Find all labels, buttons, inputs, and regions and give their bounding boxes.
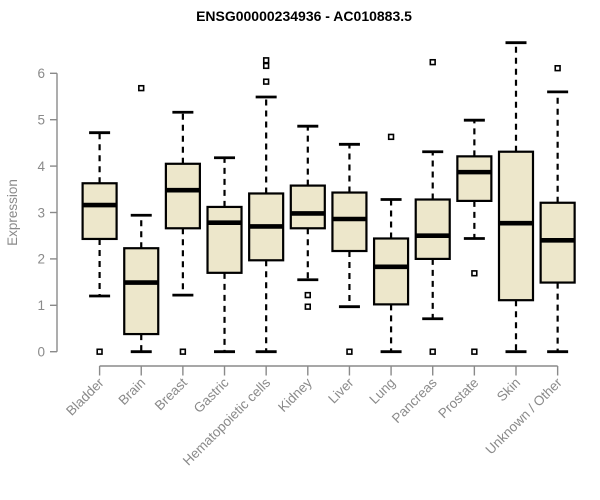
outlier-point: [304, 291, 311, 299]
box-rect: [372, 237, 410, 306]
x-tick-label: Unknown / Other: [483, 375, 566, 458]
outlier-point: [471, 348, 478, 355]
boxplot-breast: [164, 110, 201, 355]
box-rect: [456, 155, 493, 203]
y-tick-label: 2: [37, 252, 45, 267]
outlier-point: [554, 64, 561, 72]
box-rect: [331, 191, 368, 253]
boxplot-skin: [497, 41, 535, 354]
outlier-point: [96, 348, 103, 355]
y-axis-label: Expression: [5, 179, 20, 246]
boxplot-bladder: [81, 131, 118, 355]
box-rect: [164, 162, 201, 230]
y-tick-label: 6: [37, 66, 45, 81]
outlier-point: [471, 270, 478, 277]
x-tick-label: Bladder: [63, 375, 107, 419]
box-rect: [497, 150, 535, 302]
x-tick-label: Pancreas: [389, 375, 440, 426]
y-tick-label: 0: [37, 345, 45, 360]
boxplot-kidney: [289, 124, 326, 310]
box-rect: [539, 201, 576, 284]
x-tick-label: Prostate: [435, 375, 481, 421]
boxplot-hematopoietic-cells: [248, 57, 285, 354]
box-rect: [123, 247, 160, 336]
outlier-point: [429, 58, 436, 66]
outlier-point: [262, 78, 270, 85]
y-tick-label: 1: [37, 298, 45, 313]
boxplot-gastric: [206, 156, 243, 354]
boxplot-liver: [331, 142, 368, 355]
x-tick-label: Lung: [366, 375, 398, 407]
y-tick-label: 4: [37, 159, 45, 174]
x-tick-label: Liver: [325, 375, 357, 407]
boxplot-unknown-other: [539, 64, 576, 354]
y-tick-label: 3: [37, 205, 45, 220]
box-rect: [81, 182, 118, 241]
x-tick-label: Skin: [494, 375, 523, 404]
outlier-point: [429, 348, 436, 355]
boxplot-pancreas: [414, 58, 451, 355]
box-series: [81, 41, 576, 355]
outlier-point: [346, 348, 353, 355]
outlier-point: [179, 348, 187, 355]
box-rect: [289, 184, 326, 230]
x-tick-label: Breast: [152, 375, 190, 413]
boxplot-lung: [372, 133, 410, 354]
y-tick-label: 5: [37, 113, 45, 128]
outlier-point: [262, 57, 270, 64]
box-rect: [206, 205, 243, 274]
x-tick-label: Gastric: [191, 375, 232, 416]
x-tick-label: Kidney: [275, 375, 315, 415]
outlier-point: [138, 84, 145, 92]
outlier-point: [387, 133, 395, 141]
outlier-point: [304, 303, 311, 310]
boxplot-brain: [123, 84, 160, 354]
box-rect: [414, 198, 451, 260]
chart-title: ENSG00000234936 - AC010883.5: [196, 8, 412, 24]
outlier-point: [262, 62, 270, 70]
boxplot-prostate: [456, 118, 493, 355]
x-tick-label: Brain: [115, 375, 148, 408]
